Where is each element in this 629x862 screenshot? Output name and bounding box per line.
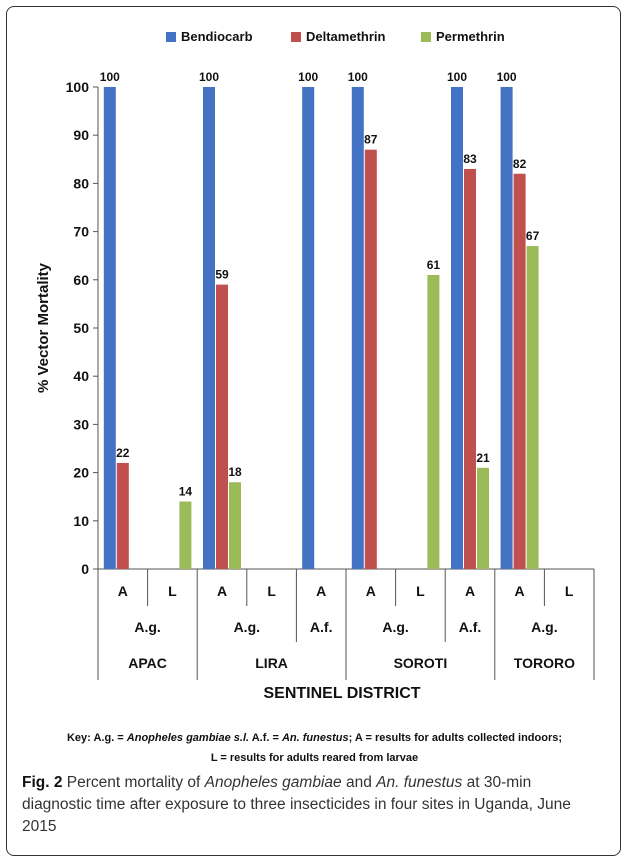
bar-permethrin xyxy=(477,467,489,569)
species-group-label: A.f. xyxy=(310,619,333,635)
bar-value-label: 67 xyxy=(526,229,540,243)
legend-label-2: Permethrin xyxy=(436,29,505,44)
bar-value-label: 100 xyxy=(348,70,368,84)
bar-permethrin xyxy=(526,246,539,569)
y-tick-label: 60 xyxy=(73,272,89,288)
y-tick-label: 50 xyxy=(73,320,89,336)
district-label: SOROTI xyxy=(394,655,448,671)
bar-value-label: 100 xyxy=(199,70,219,84)
bar-bendiocarb xyxy=(103,87,116,569)
legend-swatch-0 xyxy=(166,32,176,42)
bar-value-label: 87 xyxy=(364,133,378,147)
stage-label: A xyxy=(465,583,475,599)
bar-permethrin xyxy=(179,501,192,569)
bar-chart: Bendiocarb Deltamethrin Permethrin 0 10 20 30 4… xyxy=(35,29,595,700)
bar-bendiocarb xyxy=(451,87,463,569)
y-tick-label: 40 xyxy=(73,368,89,384)
species-group-label: A.g. xyxy=(531,619,557,635)
legend-swatch-2 xyxy=(421,32,431,42)
stage-label: A xyxy=(217,583,227,599)
y-tick-label: 70 xyxy=(73,224,89,240)
y-tick-label: 20 xyxy=(73,465,89,481)
y-tick-label: 10 xyxy=(73,513,89,529)
species-group-label: A.g. xyxy=(382,619,408,635)
stage-label: L xyxy=(267,583,276,599)
bar-bendiocarb xyxy=(500,87,513,569)
bar-value-label: 22 xyxy=(116,446,130,460)
legend-swatch-1 xyxy=(291,32,301,42)
district-label: TORORO xyxy=(514,655,575,671)
bar-value-label: 21 xyxy=(476,451,490,465)
bar-bendiocarb xyxy=(351,87,364,569)
bar-deltamethrin xyxy=(364,149,377,569)
stage-label: A xyxy=(118,583,128,599)
bar-bendiocarb xyxy=(302,87,315,569)
stage-label: A xyxy=(316,583,326,599)
y-axis-title: % Vector Mortality xyxy=(35,262,52,393)
bar-value-label: 18 xyxy=(228,465,242,479)
district-label: APAC xyxy=(128,655,167,671)
bar-value-label: 14 xyxy=(179,485,193,499)
x-axis-title: SENTINEL DISTRICT xyxy=(263,685,420,700)
key-line-1: Key: A.g. = Anopheles gambiae s.l. A.f. … xyxy=(66,732,563,744)
figure-caption: Fig. 2 Percent mortality of Anopheles ga… xyxy=(22,774,571,835)
y-tick-label: 0 xyxy=(81,561,89,577)
bar-deltamethrin xyxy=(216,284,228,569)
stage-label: L xyxy=(416,583,425,599)
bar-deltamethrin xyxy=(513,173,526,569)
y-tick-label: 80 xyxy=(73,175,89,191)
legend-label-0: Bendiocarb xyxy=(181,29,253,44)
district-label: LIRA xyxy=(255,655,288,671)
bar-value-label: 100 xyxy=(298,70,318,84)
bar-deltamethrin xyxy=(464,168,476,569)
stage-label: A xyxy=(366,583,376,599)
bar-permethrin xyxy=(427,274,440,569)
key-line-2: L = results for adults reared from larva… xyxy=(210,752,419,764)
bar-value-label: 83 xyxy=(463,152,477,166)
bar-value-label: 100 xyxy=(497,70,517,84)
species-group-label: A.f. xyxy=(459,619,482,635)
species-group-label: A.g. xyxy=(134,619,160,635)
bar-value-label: 100 xyxy=(447,70,467,84)
bar-permethrin xyxy=(229,482,241,569)
legend-label-1: Deltamethrin xyxy=(306,29,386,44)
bar-value-label: 82 xyxy=(513,157,527,171)
bar-value-label: 59 xyxy=(215,268,229,282)
bar-value-label: 100 xyxy=(100,70,120,84)
y-tick-label: 90 xyxy=(73,127,89,143)
bar-deltamethrin xyxy=(116,462,129,569)
stage-label: A xyxy=(515,583,525,599)
species-group-label: A.g. xyxy=(234,619,260,635)
y-tick-label: 100 xyxy=(66,79,90,95)
y-tick-label: 30 xyxy=(73,416,89,432)
stage-label: L xyxy=(565,583,574,599)
bar-bendiocarb xyxy=(203,87,215,569)
stage-label: L xyxy=(168,583,177,599)
bar-value-label: 61 xyxy=(427,258,441,272)
